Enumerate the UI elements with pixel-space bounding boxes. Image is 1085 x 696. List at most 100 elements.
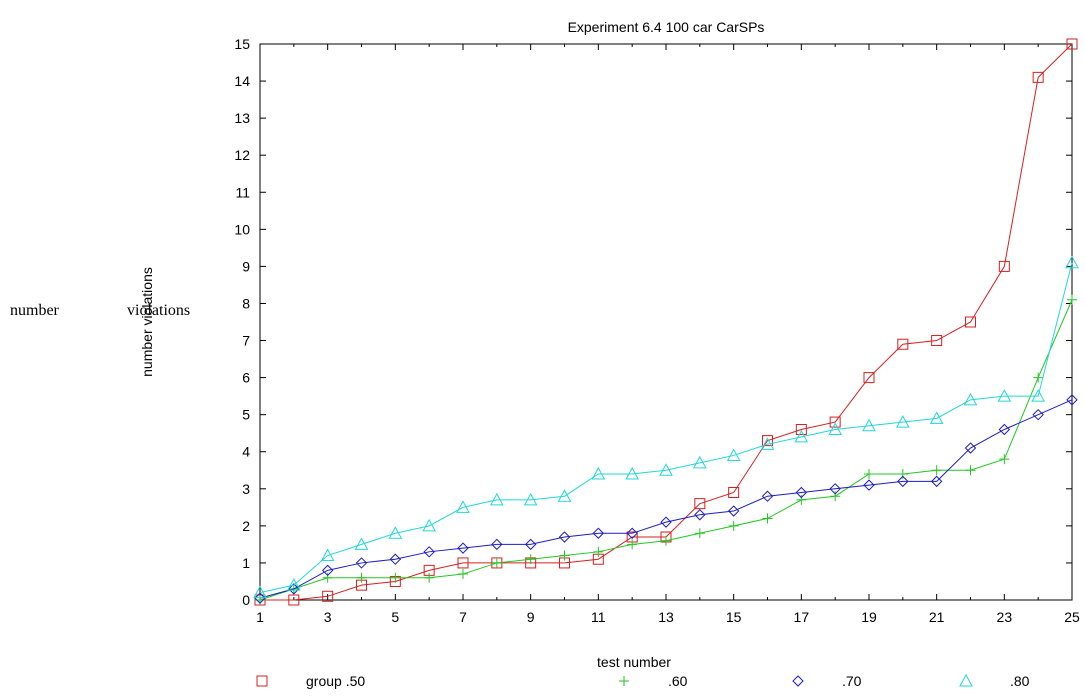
- y-tick-label-13: 13: [234, 110, 250, 126]
- point-1-7: [458, 569, 468, 580]
- y-tick-label-15: 15: [234, 36, 250, 52]
- y-tick-label-6: 6: [242, 370, 250, 386]
- x-tick-label-7: 7: [459, 609, 467, 625]
- point-2-17: [795, 486, 808, 499]
- x-tick-label-13: 13: [658, 609, 674, 625]
- point-2-12: [626, 527, 638, 539]
- point-2-13: [660, 516, 672, 528]
- point-3-14: [692, 455, 707, 469]
- point-2-21: [930, 475, 943, 488]
- y-tick-label-3: 3: [242, 481, 250, 497]
- point-2-11: [592, 527, 605, 539]
- point-3-3: [320, 548, 335, 562]
- legend-label-2: .70: [842, 673, 862, 689]
- point-2-3: [321, 564, 334, 577]
- point-3-4: [354, 537, 369, 550]
- point-1-5: [390, 572, 401, 583]
- point-2-2: [288, 583, 300, 595]
- point-2-25: [1066, 394, 1078, 406]
- legend-label-0: group .50: [306, 673, 365, 689]
- legend-marker-1: [619, 676, 629, 686]
- point-3-22: [963, 392, 978, 406]
- point-0-3: [322, 590, 334, 602]
- point-2-10: [558, 531, 571, 543]
- point-3-19: [862, 418, 876, 432]
- legend-marker-2: [792, 675, 804, 687]
- point-3-21: [929, 411, 944, 424]
- series-1: [255, 294, 1077, 605]
- x-tick-label-15: 15: [726, 609, 742, 625]
- point-2-16: [761, 490, 774, 502]
- stray-label-number: number: [10, 302, 59, 319]
- y-tick-label-9: 9: [242, 258, 250, 274]
- x-tick-label-3: 3: [324, 609, 332, 625]
- point-3-16: [760, 437, 775, 450]
- point-1-20: [897, 468, 908, 479]
- point-3-10: [557, 489, 572, 502]
- point-3-5: [388, 526, 403, 539]
- point-2-5: [389, 553, 402, 565]
- x-tick-label-11: 11: [591, 609, 606, 625]
- point-0-14: [694, 498, 706, 510]
- x-tick-label-17: 17: [794, 609, 810, 625]
- point-3-18: [828, 422, 843, 435]
- point-1-23: [999, 454, 1010, 465]
- point-3-7: [456, 500, 470, 513]
- point-0-17: [795, 423, 807, 435]
- x-tick-label-19: 19: [861, 609, 877, 625]
- point-3-23: [997, 389, 1012, 402]
- point-2-15: [727, 505, 740, 517]
- point-1-21: [931, 465, 942, 476]
- point-0-7: [457, 557, 469, 569]
- point-2-18: [829, 483, 841, 495]
- point-2-4: [355, 557, 368, 569]
- point-2-1: [254, 592, 266, 604]
- x-tick-label-5: 5: [391, 609, 399, 625]
- point-1-13: [661, 535, 671, 546]
- point-1-15: [728, 520, 739, 531]
- point-2-9: [524, 538, 537, 551]
- point-3-2: [286, 578, 301, 591]
- x-axis-label: test number: [597, 654, 671, 670]
- point-0-23: [998, 260, 1010, 272]
- point-3-12: [625, 466, 640, 480]
- legend-label-1: .60: [668, 673, 688, 689]
- point-2-6: [423, 546, 435, 558]
- point-3-13: [659, 463, 673, 476]
- series-2: [254, 394, 1078, 604]
- point-2-7: [457, 542, 469, 554]
- point-1-8: [491, 557, 502, 568]
- legend: group .50 .60 .70 .80: [256, 673, 1030, 689]
- point-2-23: [998, 423, 1011, 436]
- series-3: [253, 255, 1079, 599]
- point-0-2: [288, 594, 300, 606]
- point-3-25: [1065, 255, 1079, 269]
- point-3-9: [523, 492, 538, 506]
- point-2-8: [491, 538, 503, 551]
- x-tick-label-23: 23: [997, 609, 1013, 625]
- y-tick-label-8: 8: [242, 295, 250, 311]
- series-0: [254, 38, 1078, 606]
- y-tick-label-10: 10: [234, 221, 250, 237]
- point-1-4: [356, 572, 367, 583]
- y-tick-label-4: 4: [242, 444, 250, 460]
- x-tick-label-21: 21: [929, 609, 945, 625]
- legend-label-3: .80: [1010, 673, 1030, 689]
- chart-title: Experiment 6.4 100 car CarSPs: [568, 19, 765, 35]
- point-3-6: [422, 518, 437, 532]
- point-2-22: [964, 442, 977, 454]
- point-3-11: [591, 466, 606, 480]
- point-1-10: [559, 550, 570, 561]
- point-1-16: [762, 513, 773, 524]
- y-tick-label-7: 7: [242, 333, 250, 349]
- point-2-20: [897, 475, 909, 488]
- point-1-14: [694, 528, 705, 539]
- x-tick-label-9: 9: [527, 609, 535, 625]
- series-layer: [253, 38, 1079, 606]
- y-tick-label-12: 12: [234, 147, 250, 163]
- point-1-9: [525, 554, 536, 565]
- point-1-11: [593, 546, 604, 557]
- y-tick-label-1: 1: [242, 555, 250, 571]
